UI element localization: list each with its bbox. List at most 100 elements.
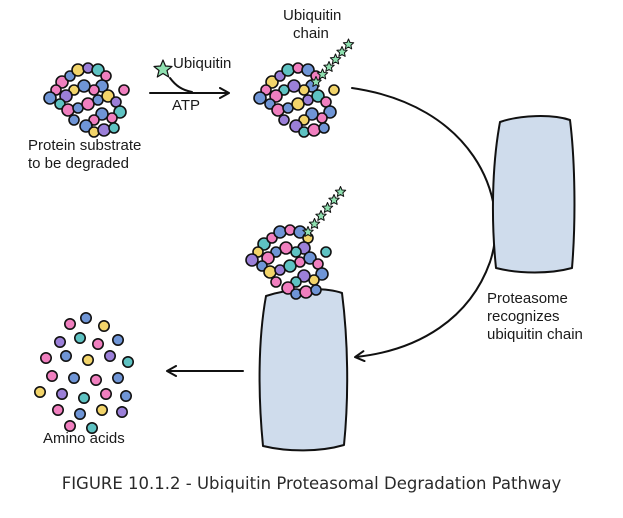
amino-acid-bead: [112, 371, 125, 384]
protein-bead: [287, 79, 301, 93]
amino-acid-bead: [100, 387, 113, 400]
amino-acid-bead: [64, 317, 77, 330]
protein-bead: [305, 107, 319, 121]
protein-bead: [307, 123, 321, 137]
amino-acid-bead: [96, 403, 109, 416]
amino-acid-bead: [53, 335, 66, 348]
protein-bead: [108, 122, 120, 134]
amino-acid-bead: [59, 349, 72, 362]
protein-bead: [118, 84, 130, 96]
amino-acid-bead: [51, 403, 64, 416]
amino-acid-bead: [68, 371, 81, 384]
ubiquitin-chain-star-icon: [316, 68, 329, 80]
protein-bead: [113, 105, 127, 119]
protein-bead: [95, 107, 109, 121]
protein-substrate-label-line1: Protein substrate: [28, 137, 142, 154]
proteasome-label-line2: recognizes: [487, 308, 560, 325]
amino-acid-bead: [74, 407, 87, 420]
protein-bead: [59, 89, 73, 103]
protein-bead: [91, 63, 105, 77]
ubiquitin-chain-star-icon: [302, 226, 314, 237]
amino-acid-bead: [64, 419, 77, 432]
protein-bead: [281, 63, 295, 77]
protein-bead: [315, 267, 329, 281]
proteasome-label-line3: ubiquitin chain: [487, 326, 583, 343]
ubiquitin-chain-star-icon: [308, 218, 321, 229]
proteasome-right: [491, 115, 576, 274]
protein-bead: [101, 89, 115, 103]
protein-bead: [297, 269, 311, 283]
protein-bead: [301, 63, 315, 77]
protein-bead: [320, 246, 332, 258]
ubiquitin-chain-star-icon: [328, 194, 340, 205]
protein-bead: [43, 91, 57, 105]
ubiquitin-star-icon: [153, 59, 173, 78]
ubiquitin-chain-label-line1: Ubiquitin: [283, 7, 342, 24]
amino-acid-bead: [80, 311, 93, 324]
protein-bead: [271, 103, 285, 117]
amino-acid-bead: [116, 405, 129, 418]
protein-bead: [81, 97, 95, 111]
ubiquitin-chain-star-icon: [329, 53, 342, 65]
protein-bead: [71, 63, 85, 77]
amino-acid-bead: [82, 353, 95, 366]
amino-acid-bead: [33, 385, 46, 398]
protein-bead: [299, 285, 313, 299]
amino-acid-bead: [112, 333, 125, 346]
ubiquitin-chain-bound: [302, 186, 347, 237]
ubiquitin-chain-star-icon: [342, 38, 355, 50]
protein-bead: [291, 97, 305, 111]
amino-acid-bead: [39, 351, 52, 364]
protein-bead: [61, 103, 75, 117]
ubiquitin-label: Ubiquitin: [173, 55, 232, 72]
protein-bead: [323, 105, 337, 119]
ubiquitin-attach-curve: [169, 77, 193, 93]
ubiquitin-chain-top: [310, 38, 355, 87]
protein-substrate-molecule: [43, 62, 130, 138]
protein-bead: [79, 119, 93, 133]
protein-bead: [289, 119, 303, 133]
protein-bead: [270, 276, 282, 288]
bound-protein-molecule: [245, 224, 332, 300]
protein-bead: [245, 253, 259, 267]
protein-bead: [303, 251, 317, 265]
amino-acid-bead: [122, 355, 135, 368]
amino-acid-bead: [86, 421, 99, 434]
atp-label: ATP: [172, 97, 201, 114]
protein-bead: [261, 251, 275, 265]
amino-acid-bead: [92, 337, 105, 350]
protein-bead: [311, 89, 325, 103]
proteasome-center: [258, 288, 349, 452]
amino-acid-bead: [55, 387, 68, 400]
protein-bead: [328, 84, 340, 96]
protein-bead: [77, 79, 91, 93]
protein-bead: [310, 284, 322, 296]
proteasome-label-line1: Proteasome: [487, 290, 568, 307]
ubiquitin-chain-star-icon: [323, 61, 335, 72]
amino-acids-label: Amino acids: [43, 430, 125, 447]
protein-bead: [253, 91, 267, 105]
amino-acid-bead: [120, 389, 133, 402]
protein-bead: [281, 281, 295, 295]
amino-acid-bead: [98, 319, 111, 332]
ubiquitin-chain-star-icon: [315, 210, 327, 221]
ubiquitin-chain-star-icon: [310, 76, 322, 87]
protein-substrate-label-line2: to be degraded: [28, 155, 129, 172]
protein-bead: [283, 259, 297, 273]
protein-bead: [318, 122, 330, 134]
amino-acid-bead: [104, 349, 117, 362]
amino-acid-bead: [78, 391, 91, 404]
ubiquitin-chain-star-icon: [336, 46, 348, 57]
protein-bead: [279, 241, 293, 255]
protein-bead: [269, 89, 283, 103]
ubiquitin-chain-label-line2: chain: [293, 25, 329, 42]
recognition-arrow: [351, 87, 497, 363]
ubiquitin-chain-star-icon: [321, 202, 334, 213]
protein-bead: [97, 123, 111, 137]
protein-bead: [68, 114, 80, 126]
protein-bead: [257, 237, 271, 251]
protein-bead: [273, 225, 287, 239]
ubiquitin-chain-star-icon: [334, 186, 347, 197]
protein-bead: [278, 114, 290, 126]
